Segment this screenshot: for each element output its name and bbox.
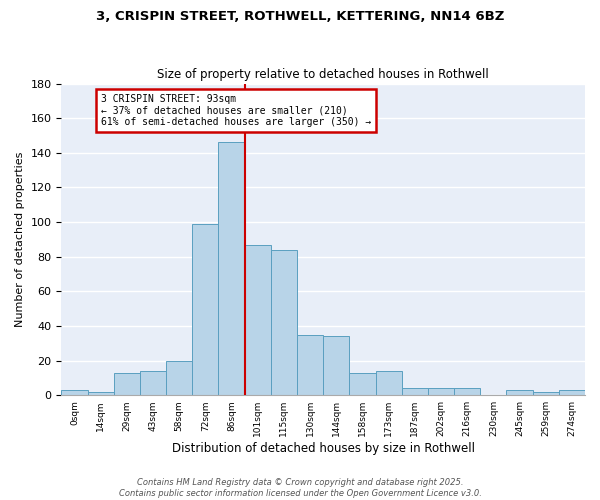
Bar [402, 388, 428, 395]
Bar [323, 336, 349, 395]
Text: Contains HM Land Registry data © Crown copyright and database right 2025.
Contai: Contains HM Land Registry data © Crown c… [119, 478, 481, 498]
Y-axis label: Number of detached properties: Number of detached properties [15, 152, 25, 327]
Bar [297, 334, 323, 395]
Bar [506, 390, 533, 395]
Bar [533, 392, 559, 395]
Bar [454, 388, 480, 395]
Bar [245, 244, 271, 395]
Bar [88, 392, 114, 395]
Bar [271, 250, 297, 395]
Bar [166, 360, 193, 395]
Bar [218, 142, 245, 395]
X-axis label: Distribution of detached houses by size in Rothwell: Distribution of detached houses by size … [172, 442, 475, 455]
Bar [61, 390, 88, 395]
Bar [140, 371, 166, 395]
Bar [114, 372, 140, 395]
Bar [349, 372, 376, 395]
Text: 3, CRISPIN STREET, ROTHWELL, KETTERING, NN14 6BZ: 3, CRISPIN STREET, ROTHWELL, KETTERING, … [96, 10, 504, 23]
Title: Size of property relative to detached houses in Rothwell: Size of property relative to detached ho… [157, 68, 489, 81]
Text: 3 CRISPIN STREET: 93sqm
← 37% of detached houses are smaller (210)
61% of semi-d: 3 CRISPIN STREET: 93sqm ← 37% of detache… [101, 94, 371, 127]
Bar [559, 390, 585, 395]
Bar [428, 388, 454, 395]
Bar [376, 371, 402, 395]
Bar [193, 224, 218, 395]
